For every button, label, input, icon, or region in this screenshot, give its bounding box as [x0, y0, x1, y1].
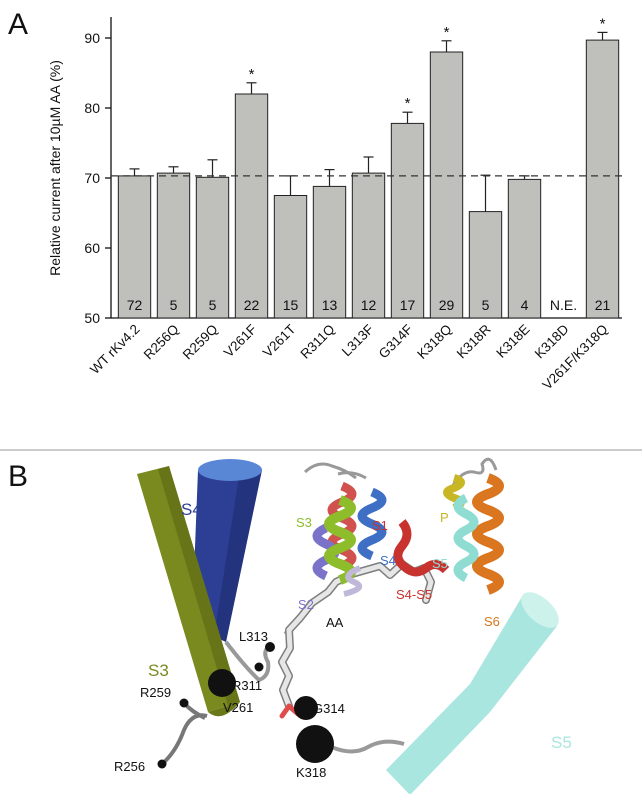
y-axis-label: Relative current after 10µM AA (%) — [47, 60, 63, 276]
bar — [156, 172, 191, 319]
n-count-label: 5 — [209, 297, 217, 313]
residue-dot-g314 — [294, 696, 318, 720]
bar — [273, 195, 308, 319]
n-count-label: 5 — [170, 297, 178, 313]
bar — [468, 211, 503, 319]
n-count-label: 12 — [361, 297, 377, 313]
n-count-label: 17 — [400, 297, 416, 313]
residue-label-r259: R259 — [140, 685, 171, 700]
s4-cylinder — [192, 459, 262, 642]
n-count-label: 5 — [482, 297, 490, 313]
bar — [234, 93, 269, 319]
residue-label-r311: R311 — [232, 678, 262, 693]
n-count-label: 13 — [322, 297, 338, 313]
x-category-label: V261T — [260, 322, 299, 361]
significance-star: * — [600, 15, 606, 32]
ribbon-label-s1: S1 — [372, 518, 388, 533]
residue-dot-r311 — [254, 662, 264, 672]
bar — [585, 39, 620, 319]
n-count-label: 72 — [127, 297, 143, 313]
zoom-view: R256 R259 V261 R311 L313 G314 K318 AA S4… — [114, 459, 572, 794]
x-category-label: G314F — [376, 322, 416, 362]
y-tick-label: 60 — [84, 240, 100, 256]
y-tick-label: 70 — [84, 170, 100, 186]
x-category-label: R259Q — [180, 322, 221, 363]
x-category-label: L313F — [339, 322, 377, 360]
panel-b-label: B — [8, 460, 28, 493]
significance-star: * — [249, 66, 255, 83]
bar — [351, 172, 386, 319]
bar — [312, 185, 347, 319]
residue-label-r256: R256 — [114, 759, 145, 774]
x-category-label: R311Q — [297, 322, 337, 362]
ribbon-label-s2: S2 — [298, 597, 314, 612]
y-tick-label: 50 — [84, 310, 100, 326]
n-count-label: 22 — [244, 297, 260, 313]
ribbon-label-s3: S3 — [296, 515, 312, 530]
residue-label-g314: G314 — [313, 701, 345, 716]
pore-ribbon — [393, 457, 504, 595]
x-category-label: K318R — [454, 321, 494, 361]
panel-a-label: A — [8, 8, 28, 41]
n-count-label: 4 — [521, 297, 529, 313]
zoom-label-s5: S5 — [551, 733, 572, 752]
zoom-label-s4: S4 — [181, 500, 202, 519]
x-category-label: K318E — [493, 322, 532, 361]
y-tick-label: 90 — [84, 30, 100, 46]
ribbon-label-s4: S4 — [380, 553, 396, 568]
vsd-ribbon — [303, 462, 387, 597]
bar — [507, 178, 542, 319]
s5-cylinder — [386, 592, 559, 794]
x-category-label: R256Q — [141, 322, 182, 363]
residue-dot-r256 — [157, 759, 167, 769]
n-count-label: N.E. — [550, 297, 577, 313]
residue-dot-l313 — [265, 642, 275, 652]
bar — [390, 122, 425, 319]
residue-dot-k318 — [296, 725, 334, 763]
ribbon-label-s5: S5 — [432, 556, 448, 571]
significance-star: * — [444, 24, 450, 41]
zoom-label-s3: S3 — [148, 661, 169, 680]
n-count-label: 15 — [283, 297, 299, 313]
s3-cylinder — [137, 466, 240, 717]
bar — [429, 51, 464, 319]
bar-chart: Relative current after 10µM AA (%) 50 60 7… — [47, 15, 622, 393]
ribbon-label-s6: S6 — [484, 614, 500, 629]
residue-dot-r259 — [179, 698, 189, 708]
residue-label-k318: K318 — [296, 765, 326, 780]
x-category-label: WT rKv4.2 — [87, 322, 143, 378]
bar — [117, 175, 152, 319]
x-category-label: K318Q — [414, 322, 454, 362]
residue-dot-v261 — [208, 669, 236, 697]
ribbon-label-p: P — [440, 510, 449, 525]
ribbon-label-s4-s5: S4-S5 — [396, 587, 432, 602]
residue-label-l313: L313 — [239, 629, 268, 644]
x-category-label: V261F — [221, 322, 260, 361]
n-count-label: 29 — [439, 297, 455, 313]
residue-label-v261: V261 — [223, 700, 253, 715]
n-count-label: 21 — [595, 297, 611, 313]
aa-label: AA — [326, 615, 344, 630]
y-tick-label: 80 — [84, 100, 100, 116]
significance-star: * — [405, 95, 411, 112]
bar — [195, 176, 230, 319]
